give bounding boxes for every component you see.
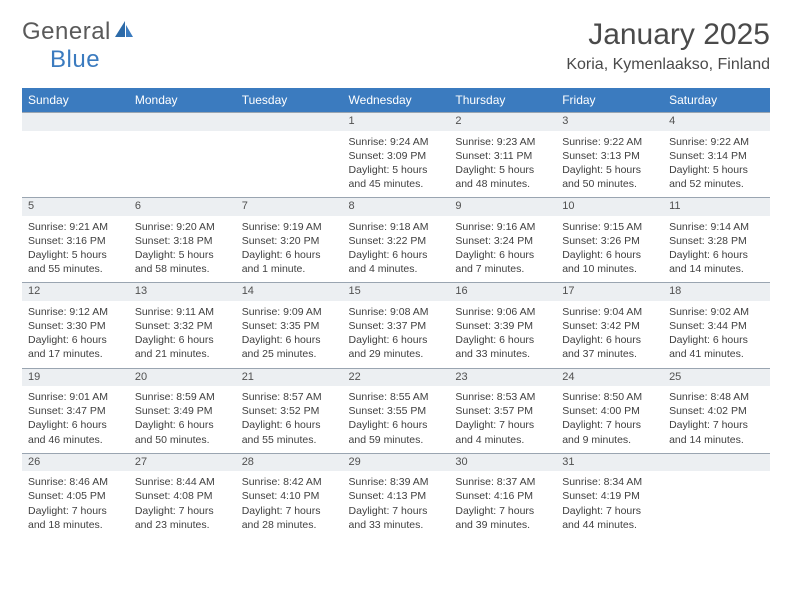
day-detail-cell: Sunrise: 9:20 AM Sunset: 3:18 PM Dayligh… xyxy=(129,216,236,283)
day-number-cell xyxy=(236,113,343,131)
brand-logo: GeneralBlue xyxy=(22,18,135,74)
day-number-cell xyxy=(663,453,770,471)
day-detail-cell: Sunrise: 9:16 AM Sunset: 3:24 PM Dayligh… xyxy=(449,216,556,283)
day-detail-cell: Sunrise: 9:24 AM Sunset: 3:09 PM Dayligh… xyxy=(343,131,450,198)
day-detail-cell: Sunrise: 8:37 AM Sunset: 4:16 PM Dayligh… xyxy=(449,471,556,538)
brand-name-part1: General xyxy=(22,18,111,45)
day-number-cell: 13 xyxy=(129,283,236,301)
day-number-cell: 14 xyxy=(236,283,343,301)
day-number-cell xyxy=(129,113,236,131)
day-detail-cell: Sunrise: 8:34 AM Sunset: 4:19 PM Dayligh… xyxy=(556,471,663,538)
day-number-cell: 26 xyxy=(22,453,129,471)
day-detail-cell: Sunrise: 8:44 AM Sunset: 4:08 PM Dayligh… xyxy=(129,471,236,538)
day-detail-row: Sunrise: 9:21 AM Sunset: 3:16 PM Dayligh… xyxy=(22,216,770,283)
day-number-row: 1234 xyxy=(22,113,770,131)
day-number-cell: 9 xyxy=(449,198,556,216)
day-number-row: 567891011 xyxy=(22,198,770,216)
day-number-cell: 25 xyxy=(663,368,770,386)
location-text: Koria, Kymenlaakso, Finland xyxy=(566,56,770,74)
day-detail-cell: Sunrise: 9:11 AM Sunset: 3:32 PM Dayligh… xyxy=(129,301,236,368)
day-detail-row: Sunrise: 9:24 AM Sunset: 3:09 PM Dayligh… xyxy=(22,131,770,198)
calendar-table: Sunday Monday Tuesday Wednesday Thursday… xyxy=(22,88,770,538)
day-detail-cell: Sunrise: 9:18 AM Sunset: 3:22 PM Dayligh… xyxy=(343,216,450,283)
day-header: Friday xyxy=(556,88,663,113)
day-header: Thursday xyxy=(449,88,556,113)
day-number-cell: 18 xyxy=(663,283,770,301)
day-number-cell: 1 xyxy=(343,113,450,131)
day-detail-cell: Sunrise: 9:12 AM Sunset: 3:30 PM Dayligh… xyxy=(22,301,129,368)
day-detail-cell: Sunrise: 9:04 AM Sunset: 3:42 PM Dayligh… xyxy=(556,301,663,368)
day-number-cell: 10 xyxy=(556,198,663,216)
day-detail-cell: Sunrise: 8:57 AM Sunset: 3:52 PM Dayligh… xyxy=(236,386,343,453)
day-number-row: 19202122232425 xyxy=(22,368,770,386)
day-number-cell: 29 xyxy=(343,453,450,471)
day-detail-cell: Sunrise: 8:50 AM Sunset: 4:00 PM Dayligh… xyxy=(556,386,663,453)
day-number-cell: 17 xyxy=(556,283,663,301)
day-detail-cell: Sunrise: 8:53 AM Sunset: 3:57 PM Dayligh… xyxy=(449,386,556,453)
day-number-cell: 27 xyxy=(129,453,236,471)
day-number-cell: 6 xyxy=(129,198,236,216)
day-number-cell: 7 xyxy=(236,198,343,216)
day-detail-cell: Sunrise: 9:15 AM Sunset: 3:26 PM Dayligh… xyxy=(556,216,663,283)
day-number-cell: 2 xyxy=(449,113,556,131)
day-detail-cell: Sunrise: 8:42 AM Sunset: 4:10 PM Dayligh… xyxy=(236,471,343,538)
day-number-cell: 8 xyxy=(343,198,450,216)
day-header: Wednesday xyxy=(343,88,450,113)
day-detail-cell: Sunrise: 8:48 AM Sunset: 4:02 PM Dayligh… xyxy=(663,386,770,453)
day-number-cell: 3 xyxy=(556,113,663,131)
day-detail-cell xyxy=(22,131,129,198)
day-number-cell: 22 xyxy=(343,368,450,386)
calendar-body: 1234Sunrise: 9:24 AM Sunset: 3:09 PM Day… xyxy=(22,113,770,538)
day-header: Monday xyxy=(129,88,236,113)
day-number-cell: 21 xyxy=(236,368,343,386)
day-number-cell: 23 xyxy=(449,368,556,386)
day-detail-cell: Sunrise: 8:55 AM Sunset: 3:55 PM Dayligh… xyxy=(343,386,450,453)
day-number-cell: 11 xyxy=(663,198,770,216)
day-detail-cell: Sunrise: 9:14 AM Sunset: 3:28 PM Dayligh… xyxy=(663,216,770,283)
day-number-cell: 20 xyxy=(129,368,236,386)
day-number-cell: 30 xyxy=(449,453,556,471)
day-detail-cell: Sunrise: 9:09 AM Sunset: 3:35 PM Dayligh… xyxy=(236,301,343,368)
day-number-cell: 16 xyxy=(449,283,556,301)
day-header-row: Sunday Monday Tuesday Wednesday Thursday… xyxy=(22,88,770,113)
day-detail-cell: Sunrise: 9:08 AM Sunset: 3:37 PM Dayligh… xyxy=(343,301,450,368)
brand-name-part2: Blue xyxy=(50,46,100,73)
day-number-cell: 28 xyxy=(236,453,343,471)
day-header: Saturday xyxy=(663,88,770,113)
month-title: January 2025 xyxy=(566,18,770,52)
day-detail-cell: Sunrise: 9:22 AM Sunset: 3:13 PM Dayligh… xyxy=(556,131,663,198)
day-number-row: 12131415161718 xyxy=(22,283,770,301)
day-detail-row: Sunrise: 9:01 AM Sunset: 3:47 PM Dayligh… xyxy=(22,386,770,453)
day-detail-cell: Sunrise: 8:59 AM Sunset: 3:49 PM Dayligh… xyxy=(129,386,236,453)
day-detail-cell: Sunrise: 9:23 AM Sunset: 3:11 PM Dayligh… xyxy=(449,131,556,198)
day-detail-cell: Sunrise: 9:06 AM Sunset: 3:39 PM Dayligh… xyxy=(449,301,556,368)
day-number-cell: 15 xyxy=(343,283,450,301)
day-detail-cell: Sunrise: 8:46 AM Sunset: 4:05 PM Dayligh… xyxy=(22,471,129,538)
day-detail-cell: Sunrise: 9:01 AM Sunset: 3:47 PM Dayligh… xyxy=(22,386,129,453)
day-number-row: 262728293031 xyxy=(22,453,770,471)
day-number-cell: 4 xyxy=(663,113,770,131)
day-number-cell: 31 xyxy=(556,453,663,471)
day-number-cell: 5 xyxy=(22,198,129,216)
day-detail-row: Sunrise: 9:12 AM Sunset: 3:30 PM Dayligh… xyxy=(22,301,770,368)
day-detail-cell: Sunrise: 9:22 AM Sunset: 3:14 PM Dayligh… xyxy=(663,131,770,198)
day-number-cell: 24 xyxy=(556,368,663,386)
day-header: Sunday xyxy=(22,88,129,113)
day-detail-cell: Sunrise: 9:02 AM Sunset: 3:44 PM Dayligh… xyxy=(663,301,770,368)
day-number-cell xyxy=(22,113,129,131)
day-number-cell: 12 xyxy=(22,283,129,301)
title-block: January 2025 Koria, Kymenlaakso, Finland xyxy=(566,18,770,74)
brand-sail-icon xyxy=(113,18,135,46)
day-detail-cell xyxy=(663,471,770,538)
day-number-cell: 19 xyxy=(22,368,129,386)
header: GeneralBlue January 2025 Koria, Kymenlaa… xyxy=(22,18,770,74)
brand-name: GeneralBlue xyxy=(22,18,135,74)
day-detail-cell: Sunrise: 9:21 AM Sunset: 3:16 PM Dayligh… xyxy=(22,216,129,283)
day-detail-cell xyxy=(129,131,236,198)
day-detail-cell: Sunrise: 9:19 AM Sunset: 3:20 PM Dayligh… xyxy=(236,216,343,283)
day-detail-row: Sunrise: 8:46 AM Sunset: 4:05 PM Dayligh… xyxy=(22,471,770,538)
day-header: Tuesday xyxy=(236,88,343,113)
day-detail-cell: Sunrise: 8:39 AM Sunset: 4:13 PM Dayligh… xyxy=(343,471,450,538)
day-detail-cell xyxy=(236,131,343,198)
